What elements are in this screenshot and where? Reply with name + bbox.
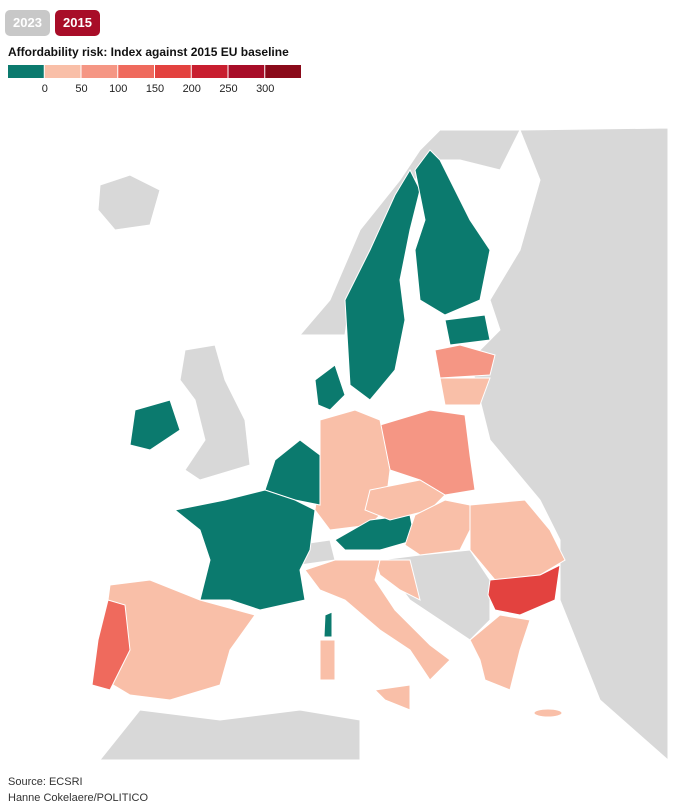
country xyxy=(364,479,446,521)
country xyxy=(304,559,451,681)
country xyxy=(374,559,421,601)
legend-swatch xyxy=(8,65,44,78)
country xyxy=(173,489,316,611)
legend-swatch xyxy=(155,65,191,78)
legend-swatch xyxy=(191,65,228,78)
land xyxy=(469,127,669,762)
land xyxy=(98,709,361,761)
year-button[interactable]: 2023 xyxy=(5,10,50,36)
country xyxy=(373,684,411,711)
legend-swatch xyxy=(118,65,154,78)
land xyxy=(179,344,251,481)
country xyxy=(129,399,181,451)
country xyxy=(314,409,391,531)
country xyxy=(444,314,491,346)
country xyxy=(379,409,476,496)
legend: 0 50 100 150 200 250 300 xyxy=(8,65,301,95)
legend-tick-label: 150 xyxy=(146,83,164,95)
country xyxy=(91,599,131,691)
country xyxy=(104,579,256,701)
land xyxy=(294,539,336,566)
legend-tick-label: 0 xyxy=(42,83,48,95)
legend-swatch xyxy=(265,65,301,78)
legend-tick-label: 250 xyxy=(219,83,237,95)
land xyxy=(298,129,521,336)
legend-tick-label: 50 xyxy=(75,83,87,95)
legend-swatch xyxy=(228,65,265,78)
source: Source: ECSRI xyxy=(8,776,83,788)
country xyxy=(434,344,496,379)
year-button[interactable]: 2015 xyxy=(55,10,100,36)
legend-tick-label: 100 xyxy=(109,83,127,95)
country xyxy=(469,499,566,581)
country xyxy=(334,514,416,551)
country xyxy=(264,439,321,506)
legend-tick-label: 200 xyxy=(183,83,201,95)
country xyxy=(323,611,333,638)
country xyxy=(319,639,336,681)
country xyxy=(487,564,561,616)
legend-swatch xyxy=(81,65,118,78)
country xyxy=(533,708,563,718)
legend-swatch xyxy=(44,65,81,78)
country xyxy=(344,168,421,401)
credit: Hanne Cokelaere/POLITICO xyxy=(8,792,149,804)
land xyxy=(97,174,161,231)
country xyxy=(404,499,476,556)
legend-tick-label: 300 xyxy=(256,83,274,95)
country xyxy=(469,614,531,691)
land xyxy=(379,549,491,641)
country xyxy=(314,364,346,411)
legend-title: Affordability risk: Index against 2015 E… xyxy=(8,45,289,59)
country xyxy=(439,377,491,406)
country xyxy=(414,149,491,316)
